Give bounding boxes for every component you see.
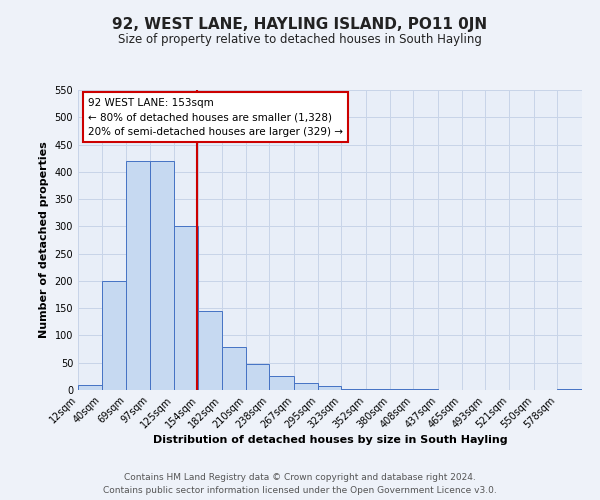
Text: 92 WEST LANE: 153sqm
← 80% of detached houses are smaller (1,328)
20% of semi-de: 92 WEST LANE: 153sqm ← 80% of detached h… (88, 98, 343, 137)
Bar (269, 376, 294, 390)
Bar (150, 161, 174, 390)
Text: Size of property relative to detached houses in South Hayling: Size of property relative to detached ho… (118, 32, 482, 46)
Bar (78, 384, 102, 390)
Bar (198, 311, 222, 390)
Bar (222, 348, 246, 390)
Bar (126, 161, 150, 390)
Bar (318, 386, 341, 390)
Bar (102, 281, 126, 390)
X-axis label: Distribution of detached houses by size in South Hayling: Distribution of detached houses by size … (152, 436, 508, 446)
Bar (294, 383, 318, 390)
Bar (246, 364, 269, 390)
Text: Contains HM Land Registry data © Crown copyright and database right 2024.
Contai: Contains HM Land Registry data © Crown c… (103, 474, 497, 495)
Bar (174, 226, 198, 390)
Bar (557, 389, 582, 390)
Y-axis label: Number of detached properties: Number of detached properties (39, 142, 49, 338)
Text: 92, WEST LANE, HAYLING ISLAND, PO11 0JN: 92, WEST LANE, HAYLING ISLAND, PO11 0JN (112, 18, 488, 32)
